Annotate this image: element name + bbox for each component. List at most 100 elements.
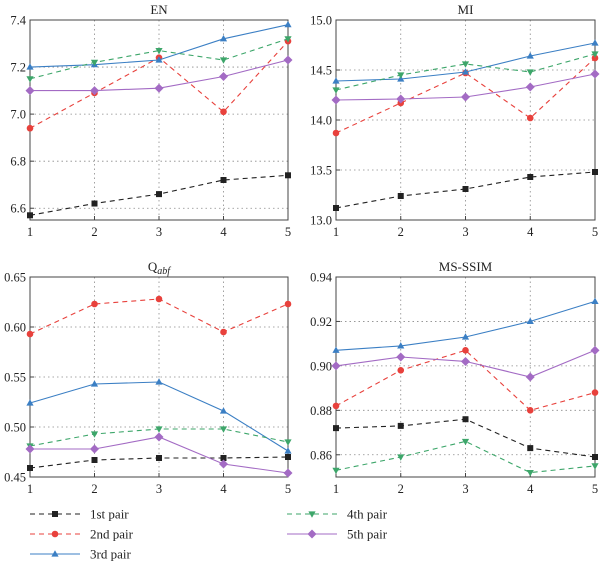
data-point xyxy=(397,367,405,374)
data-point xyxy=(154,83,164,93)
data-point xyxy=(397,422,404,429)
data-point xyxy=(219,71,228,81)
data-point xyxy=(527,174,534,180)
series-2nd-pair xyxy=(332,347,599,414)
data-point xyxy=(25,444,35,454)
legend-label: 2nd pair xyxy=(90,527,134,542)
y-tick-label: 0.92 xyxy=(310,315,332,329)
panel-en: 1 2 3 4 5 6.6 6.8 7.0 7.2 7.4 EN xyxy=(10,2,293,239)
series-line xyxy=(29,38,289,80)
legend-label: 1st pair xyxy=(90,507,129,522)
data-point xyxy=(155,295,163,303)
series-3rd-pair xyxy=(26,20,292,70)
y-tick-label: 6.6 xyxy=(10,202,26,216)
data-point xyxy=(27,212,33,219)
x-tick-label: 5 xyxy=(285,482,291,496)
y-tick-label: 13.0 xyxy=(310,214,332,228)
y-tick-label: 13.5 xyxy=(310,164,332,178)
data-point xyxy=(397,72,405,79)
x-tick-label: 5 xyxy=(592,225,598,239)
data-point xyxy=(91,457,98,463)
y-tick-label: 0.88 xyxy=(310,404,332,418)
data-point xyxy=(284,36,292,43)
data-point xyxy=(284,447,292,454)
legend-label: 5th pair xyxy=(347,527,388,542)
series-5th-pair xyxy=(25,55,293,96)
data-point xyxy=(396,352,406,362)
data-point xyxy=(219,407,228,414)
data-point xyxy=(26,399,34,406)
y-tick-label: 7.4 xyxy=(10,14,26,28)
legend-marker xyxy=(52,511,58,517)
data-point xyxy=(25,86,35,96)
data-point xyxy=(154,432,164,442)
data-point xyxy=(283,55,293,65)
y-tick-label: 0.60 xyxy=(4,321,26,335)
chart-title: MI xyxy=(458,2,474,17)
series-line xyxy=(335,349,596,411)
data-point xyxy=(461,356,470,366)
y-tick-label: 6.8 xyxy=(10,155,26,169)
series-1st-pair xyxy=(333,169,598,211)
data-point xyxy=(156,455,162,461)
y-tick-label: 0.55 xyxy=(4,371,26,385)
y-tick-label: 0.65 xyxy=(4,271,26,285)
x-tick-label: 3 xyxy=(156,482,162,496)
data-point xyxy=(397,193,404,199)
series-1st-pair xyxy=(27,454,291,471)
data-point xyxy=(91,200,98,207)
data-point xyxy=(462,416,469,423)
y-tick-label: 7.0 xyxy=(10,108,26,122)
series-line xyxy=(335,440,596,474)
y-tick-label: 0.86 xyxy=(310,448,332,462)
data-point xyxy=(220,328,227,336)
data-point xyxy=(155,378,163,385)
y-tick-label: 7.2 xyxy=(10,61,26,75)
x-tick-label: 3 xyxy=(462,225,468,239)
x-tick-label: 5 xyxy=(285,225,291,239)
legend-marker xyxy=(51,530,59,538)
data-point xyxy=(462,347,469,354)
series-5th-pair xyxy=(331,345,600,382)
data-point xyxy=(331,361,341,371)
data-point xyxy=(526,69,534,76)
x-tick-label: 4 xyxy=(527,482,534,496)
data-point xyxy=(26,124,34,132)
data-point xyxy=(525,372,535,382)
data-point xyxy=(219,57,228,64)
data-point xyxy=(461,92,470,102)
data-point xyxy=(26,330,34,338)
x-tick-label: 2 xyxy=(91,225,97,239)
data-point xyxy=(461,333,470,340)
y-tick-label: 0.50 xyxy=(4,421,26,435)
x-tick-label: 3 xyxy=(462,482,468,496)
data-point xyxy=(591,39,599,46)
series-line xyxy=(335,418,596,458)
data-point xyxy=(219,35,228,42)
data-point xyxy=(285,172,291,179)
series-5th-pair xyxy=(25,432,293,478)
data-point xyxy=(461,61,470,68)
series-4th-pair xyxy=(332,51,599,94)
data-point xyxy=(397,342,405,349)
data-point xyxy=(90,444,99,454)
x-tick-label: 1 xyxy=(27,482,33,496)
data-point xyxy=(333,425,339,432)
data-point xyxy=(284,20,292,28)
data-point xyxy=(285,454,291,460)
panel-ms-ssim: 1 2 3 4 5 0.86 0.88 0.90 0.92 0.94 MS-SSIM xyxy=(310,259,600,496)
panel-qabf: 1 2 3 4 5 0.45 0.50 0.55 0.60 0.65 Qabf xyxy=(4,259,293,496)
series-1st-pair xyxy=(27,172,291,219)
y-tick-label: 14.5 xyxy=(310,64,332,78)
data-point xyxy=(220,108,227,116)
data-point xyxy=(591,389,599,396)
data-point xyxy=(155,47,163,55)
data-point xyxy=(219,426,228,433)
data-point xyxy=(591,54,599,62)
legend-label: 4th pair xyxy=(347,507,388,522)
x-tick-label: 2 xyxy=(398,225,404,239)
legend-item-4th-pair: 4th pair xyxy=(287,507,388,522)
data-point xyxy=(155,56,163,63)
